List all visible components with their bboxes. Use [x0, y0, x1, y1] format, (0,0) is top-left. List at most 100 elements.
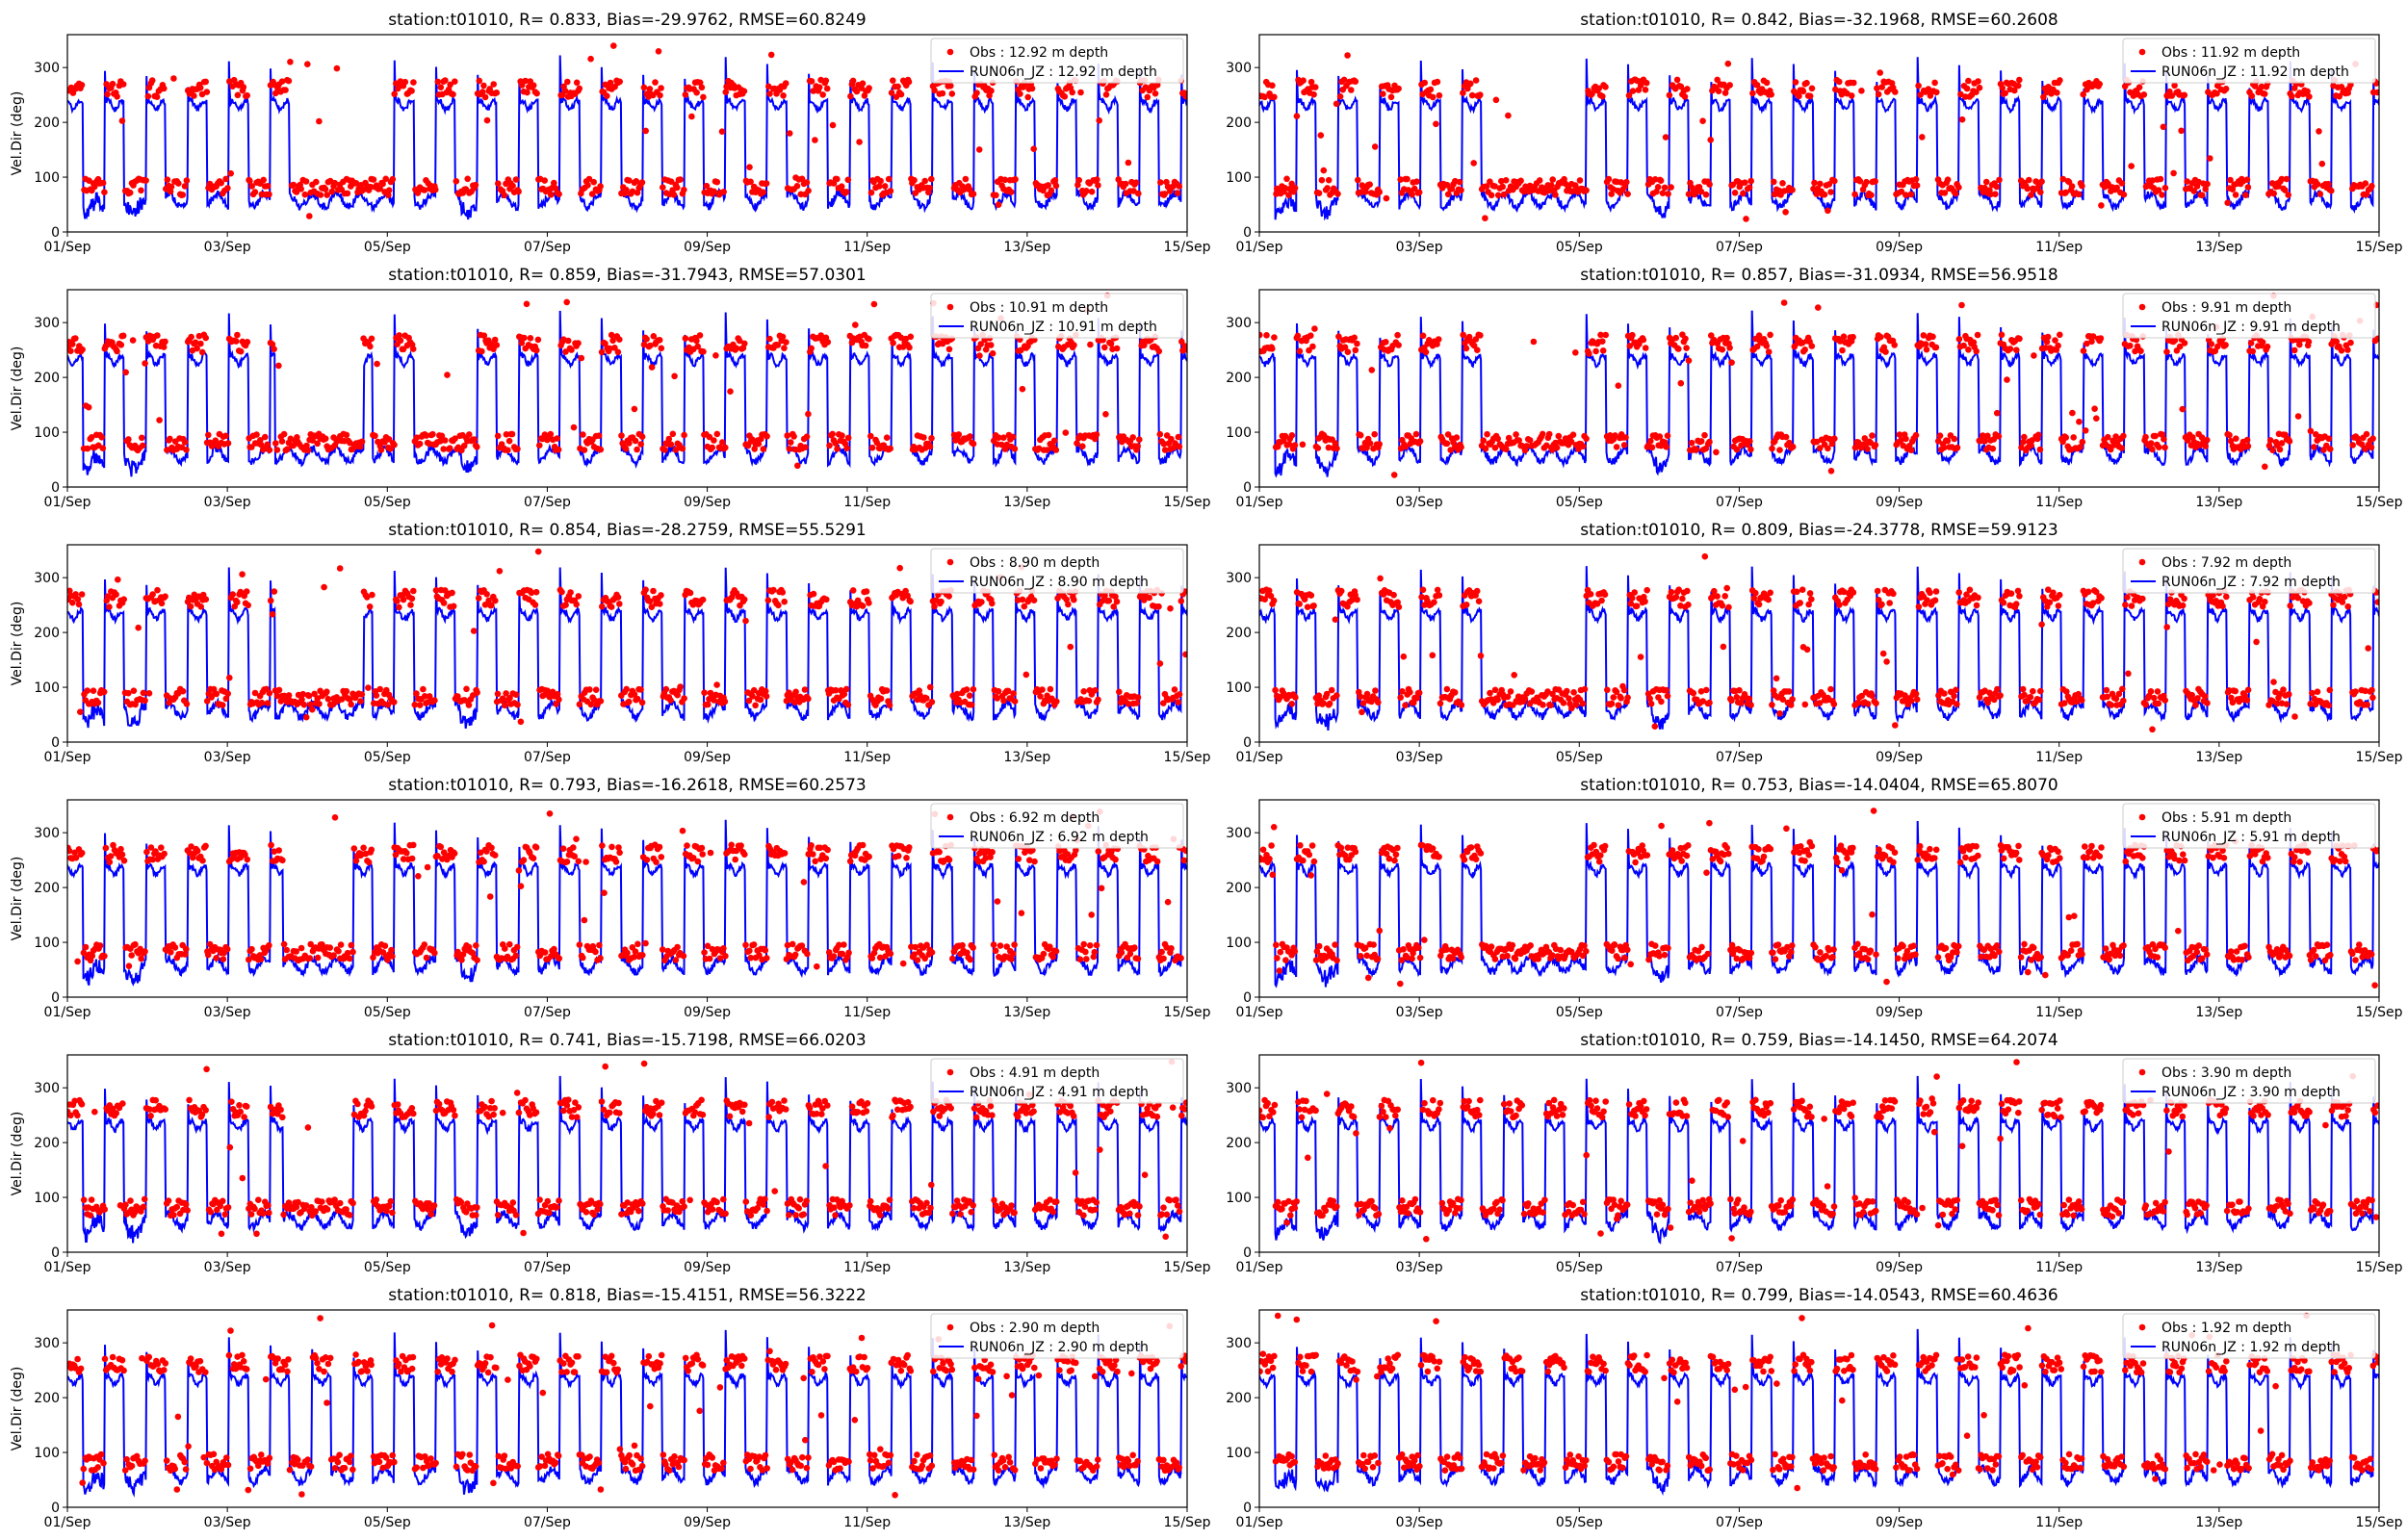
x-tick-label: 15/Sep	[2356, 750, 2403, 765]
obs-point	[921, 177, 928, 185]
obs-point	[757, 696, 764, 704]
obs-point	[2168, 92, 2175, 99]
obs-point	[2179, 405, 2187, 413]
obs-point	[741, 851, 748, 858]
obs-point	[740, 88, 748, 94]
obs-point	[2055, 603, 2062, 609]
obs-point	[849, 77, 857, 85]
obs-point	[1954, 444, 1961, 451]
obs-point	[1688, 439, 1695, 447]
obs-point	[1129, 434, 1136, 441]
obs-point	[1575, 446, 1582, 452]
obs-point	[928, 949, 936, 956]
obs-point	[197, 603, 204, 610]
obs-point	[1644, 690, 1652, 698]
obs-point	[570, 424, 578, 431]
obs-point	[1333, 100, 1340, 108]
obs-point	[392, 851, 400, 859]
obs-point	[996, 434, 1002, 442]
obs-point	[863, 588, 870, 595]
obs-point	[1714, 593, 1721, 600]
y-tick-label: 100	[1226, 170, 1252, 186]
obs-point	[852, 321, 859, 328]
obs-point	[1528, 688, 1536, 695]
obs-point	[2285, 192, 2291, 198]
obs-point	[1828, 440, 1836, 448]
obs-point	[1376, 441, 1383, 448]
obs-point	[518, 340, 526, 346]
obs-point	[203, 89, 211, 95]
obs-point	[1923, 346, 1930, 353]
obs-point	[1366, 181, 1373, 188]
subplot-title: station:t01010, R= 0.854, Bias=-28.2759,…	[388, 521, 866, 540]
obs-point	[1077, 89, 1084, 96]
x-tick-label: 05/Sep	[1556, 750, 1603, 765]
obs-point	[2207, 155, 2213, 162]
obs-point	[1116, 688, 1123, 696]
obs-point	[1806, 92, 1814, 100]
obs-point	[483, 591, 490, 598]
obs-point	[2035, 696, 2043, 704]
obs-point	[203, 698, 211, 705]
obs-point	[2037, 687, 2044, 695]
model-series-line	[67, 819, 1187, 988]
obs-point	[314, 954, 322, 962]
obs-point	[1699, 698, 1706, 705]
obs-point	[248, 183, 256, 190]
obs-point	[2306, 93, 2313, 100]
obs-point	[347, 955, 353, 962]
obs-point	[1803, 646, 1811, 654]
obs-point	[264, 700, 272, 706]
obs-point	[1813, 191, 1820, 197]
obs-point	[304, 61, 311, 67]
obs-point	[1555, 432, 1563, 440]
obs-point	[431, 949, 438, 957]
obs-point	[1163, 432, 1171, 439]
obs-point	[559, 845, 567, 852]
obs-point	[1564, 687, 1570, 695]
obs-point	[1917, 91, 1924, 98]
obs-point	[512, 176, 520, 183]
obs-point	[1966, 586, 1974, 594]
obs-point	[1359, 700, 1367, 706]
obs-point	[1029, 847, 1036, 854]
obs-point	[1545, 187, 1553, 194]
obs-point	[69, 599, 76, 606]
obs-point	[2013, 346, 2020, 354]
x-tick-label: 05/Sep	[1556, 240, 1603, 255]
obs-point	[1134, 443, 1141, 449]
obs-point	[1658, 698, 1665, 706]
obs-point	[465, 702, 473, 708]
obs-point	[465, 943, 473, 951]
obs-point	[524, 89, 531, 96]
obs-point	[637, 441, 644, 448]
obs-point	[1709, 593, 1716, 601]
obs-point	[1774, 694, 1781, 701]
obs-point	[1836, 602, 1843, 608]
obs-point	[931, 603, 938, 610]
obs-point	[1484, 430, 1490, 438]
obs-point	[1065, 601, 1072, 608]
obs-point	[229, 591, 236, 598]
obs-point	[1075, 176, 1082, 184]
obs-point	[679, 827, 686, 834]
obs-point	[1419, 332, 1427, 340]
obs-point	[1051, 177, 1059, 184]
obs-point	[130, 687, 138, 694]
obs-point	[1269, 346, 1276, 352]
obs-point	[502, 945, 508, 952]
obs-point	[2264, 343, 2271, 350]
obs-point	[1723, 334, 1730, 342]
obs-point	[191, 92, 197, 99]
x-tick-label: 11/Sep	[2035, 495, 2083, 510]
obs-point	[1974, 331, 1981, 339]
obs-point	[1654, 184, 1662, 191]
obs-point	[1776, 447, 1783, 453]
obs-point	[970, 685, 977, 693]
obs-point	[154, 586, 161, 594]
y-tick-label: 200	[1226, 371, 1252, 386]
obs-point	[1320, 700, 1327, 706]
obs-point	[2115, 690, 2123, 698]
obs-point	[244, 91, 250, 99]
obs-point	[532, 844, 540, 851]
